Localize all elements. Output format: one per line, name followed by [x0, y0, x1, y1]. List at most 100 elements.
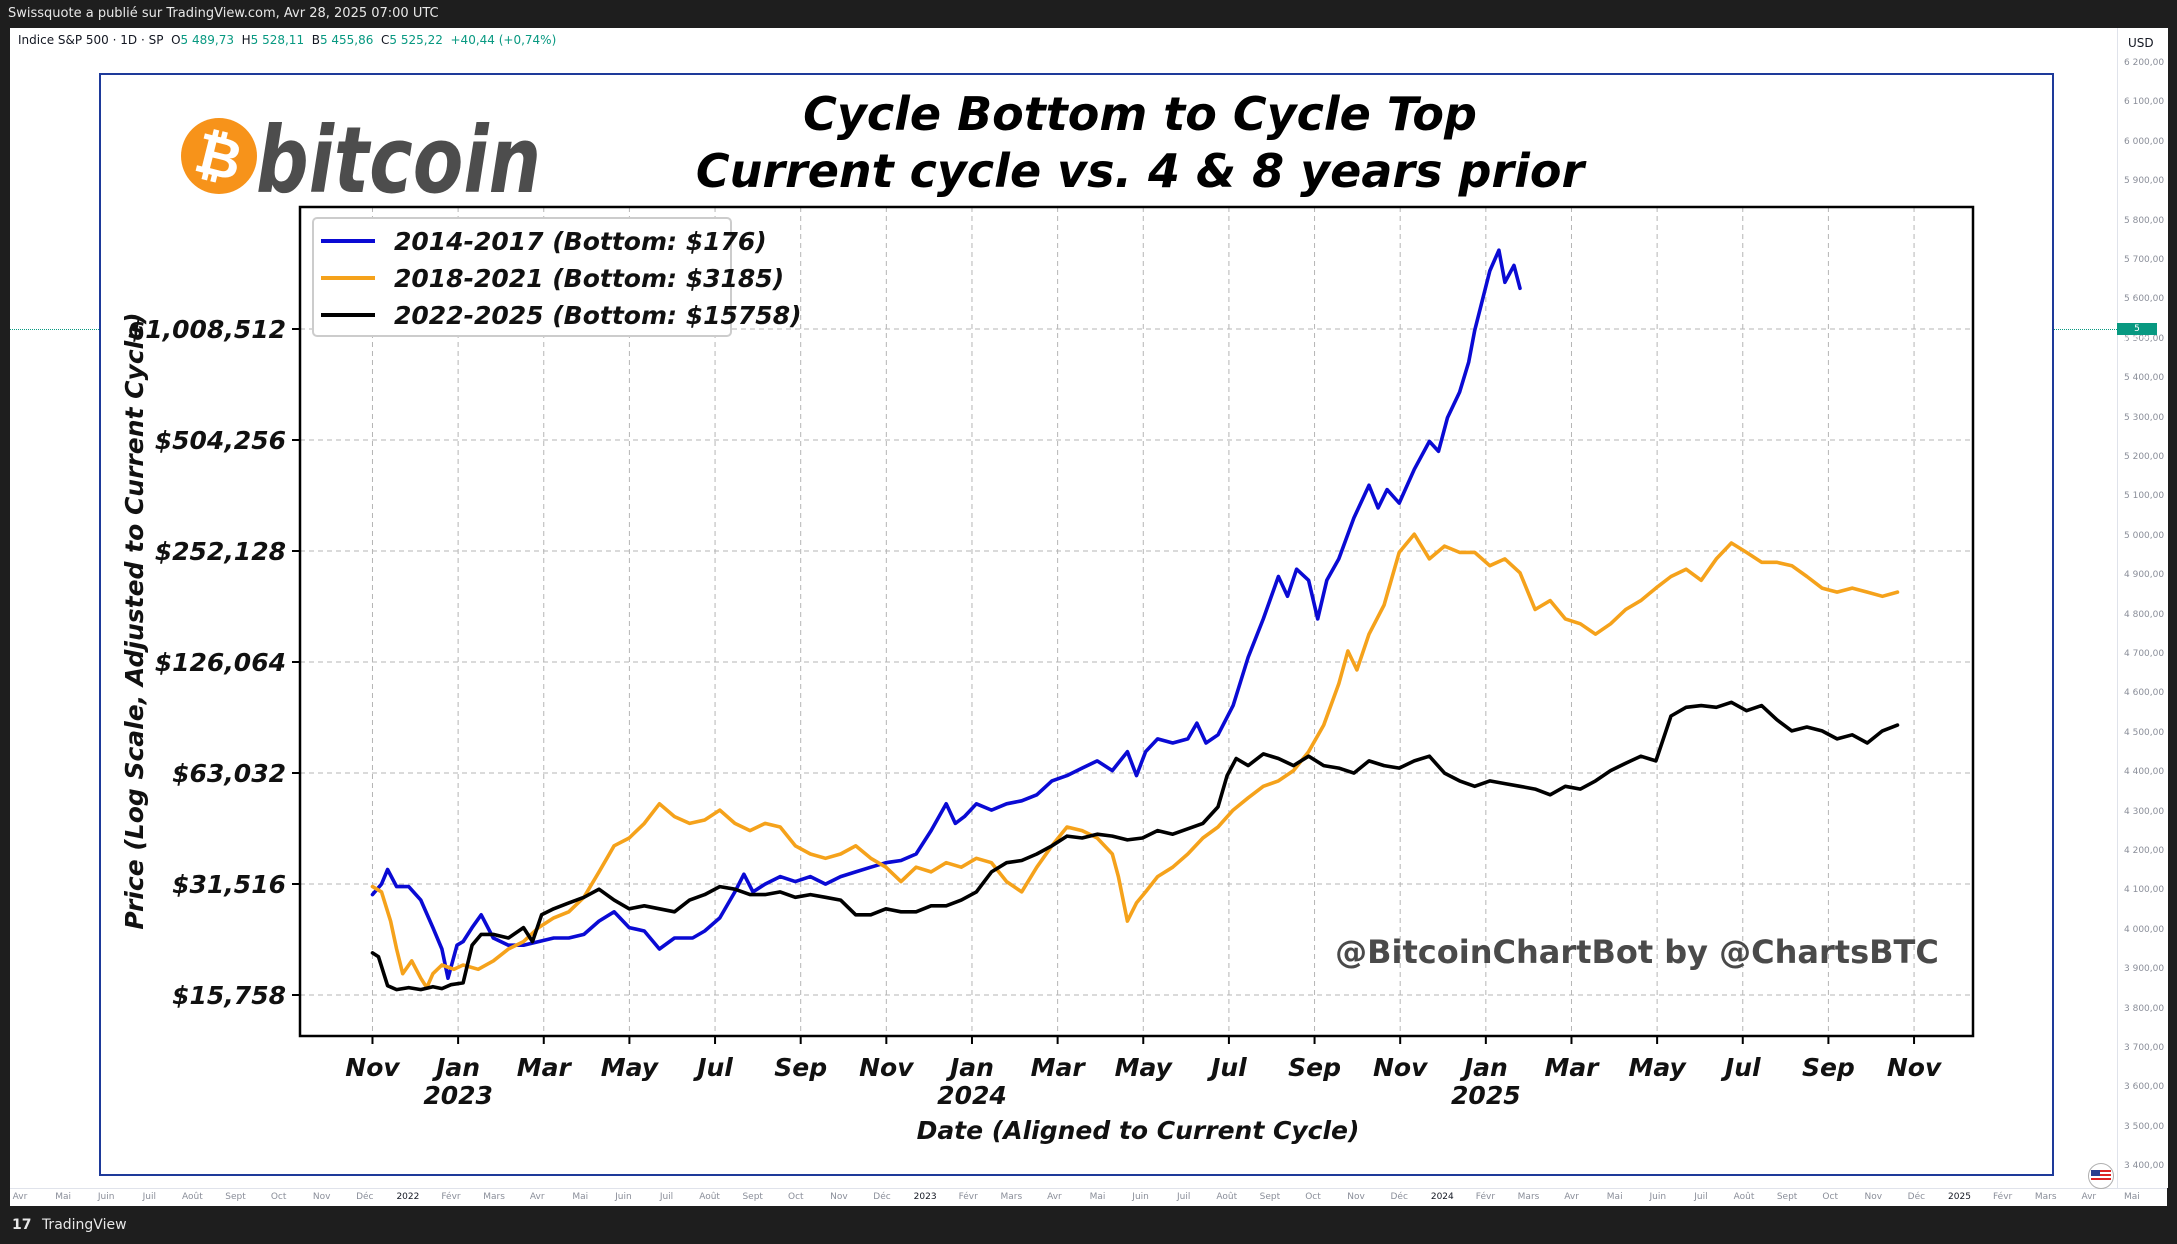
y-tick-label: $63,032 [172, 759, 286, 788]
time-tick: Avr [2081, 1192, 2097, 1202]
price-tick: 4 100,00 [2124, 885, 2165, 896]
price-tick: 4 800,00 [2124, 609, 2165, 620]
time-tick: Juin [1649, 1192, 1667, 1202]
time-tick: Juil [142, 1192, 156, 1202]
y-tick-label: $126,064 [155, 648, 286, 677]
x-tick-label: Sep [1288, 1053, 1341, 1082]
time-tick: Mars [1517, 1192, 1540, 1202]
price-tick: 5 900,00 [2124, 176, 2165, 187]
time-tick: Avr [1564, 1192, 1579, 1202]
price-tick: 3 400,00 [2124, 1161, 2165, 1172]
time-tick: 2025 [1948, 1192, 1971, 1202]
x-tick-label: Jan [945, 1053, 994, 1082]
price-tick: 5 800,00 [2124, 215, 2165, 226]
high-label: H [241, 33, 251, 47]
time-tick: Mai [1089, 1192, 1106, 1202]
y-axis-title: Price (Log Scale, Adjusted to Current Cy… [120, 312, 149, 929]
x-tick-label: Jul [1206, 1053, 1247, 1082]
time-tick: Nov [1864, 1192, 1883, 1202]
time-tick: Nov [312, 1192, 331, 1202]
x-tick-label: Nov [1373, 1053, 1428, 1082]
x-tick-label: Jul [1720, 1053, 1761, 1082]
price-tick: 5 100,00 [2124, 491, 2165, 502]
publisher-bar: Swissquote a publié sur TradingView.com,… [0, 0, 2177, 28]
time-tick: Mars [2034, 1192, 2057, 1202]
time-tick: Oct [1305, 1192, 1321, 1202]
x-axis-title: Date (Aligned to Current Cycle) [917, 1116, 1360, 1145]
chart-title-line1: Cycle Bottom to Cycle Top [803, 87, 1477, 141]
price-tick: 6 000,00 [2124, 136, 2165, 147]
x-tick-year-label: 2025 [1451, 1081, 1521, 1110]
open-label: O [171, 33, 181, 47]
time-tick: Sept [1776, 1192, 1798, 1202]
currency-label[interactable]: USD [2128, 36, 2154, 50]
price-tick: 5 400,00 [2124, 373, 2165, 384]
x-tick-label: Sep [1802, 1053, 1855, 1082]
time-tick: Avr [1047, 1192, 1062, 1202]
y-tick-label: $504,256 [155, 426, 286, 455]
price-tick: 5 700,00 [2124, 255, 2165, 265]
time-tick: Déc [1907, 1192, 1926, 1202]
time-tick: 2022 [396, 1192, 420, 1202]
price-axis[interactable] [2117, 28, 2168, 1188]
y-tick-label: $15,758 [172, 981, 286, 1010]
time-tick: Mars [1000, 1192, 1023, 1202]
price-tick: 4 900,00 [2124, 570, 2165, 581]
time-tick: Juil [1694, 1192, 1708, 1202]
price-tick: 4 300,00 [2124, 806, 2165, 817]
time-tick: Déc [873, 1192, 891, 1202]
time-tick: Oct [788, 1192, 804, 1202]
time-tick: 2023 [913, 1192, 937, 1202]
price-tick: 3 600,00 [2124, 1082, 2165, 1093]
tradingview-logo-icon[interactable]: 𝟭𝟳 [12, 1217, 32, 1233]
flag-canton [2091, 1170, 2100, 1176]
us-flag-icon[interactable] [2088, 1163, 2114, 1189]
publisher-text: Swissquote a publié sur TradingView.com,… [8, 6, 439, 21]
x-tick-label: Jan [431, 1053, 480, 1082]
time-axis[interactable] [10, 1188, 2167, 1207]
time-tick: Sept [742, 1192, 763, 1202]
x-tick-label: Jan [1459, 1053, 1508, 1082]
time-tick: Août [1733, 1192, 1755, 1202]
plot-border [298, 205, 1975, 1038]
low-value: 5 455,86 [319, 33, 374, 47]
series-line-2 [370, 532, 1900, 990]
price-tick: 3 800,00 [2124, 1003, 2165, 1014]
x-tick-label: Jul [692, 1053, 733, 1082]
price-tick: 3 500,00 [2124, 1121, 2165, 1132]
current-price-badge: 5 525,22 [2117, 323, 2157, 346]
price-tick: 4 000,00 [2124, 924, 2165, 935]
price-tick: 4 700,00 [2124, 649, 2165, 659]
price-tick: 5 300,00 [2124, 412, 2165, 423]
x-tick-year-label: 2024 [937, 1081, 1007, 1110]
time-tick: Déc [356, 1192, 374, 1202]
time-tick: Août [699, 1192, 720, 1202]
price-tick: 5 500,00 [2124, 334, 2164, 344]
x-tick-label: Nov [345, 1053, 400, 1082]
time-tick: Déc [1390, 1192, 1408, 1202]
x-tick-label: Nov [859, 1053, 914, 1082]
symbol-legend: Indice S&P 500 · 1D · SP O5 489,73 H5 52… [18, 33, 556, 47]
time-tick: Août [182, 1192, 203, 1202]
footer-brand[interactable]: TradingView [41, 1217, 127, 1233]
symbol-label: Indice S&P 500 · 1D · SP [18, 33, 164, 47]
price-tick: 5 000,00 [2124, 530, 2165, 541]
x-tick-label: May [1115, 1053, 1174, 1082]
time-tick: Févr [958, 1192, 978, 1202]
series-line-1 [370, 248, 1522, 980]
time-tick: Mai [2124, 1192, 2140, 1202]
y-tick-label: $1,008,512 [128, 315, 286, 344]
legend-label: 2018-2021 (Bottom: $3185) [394, 264, 784, 293]
time-tick: Août [1216, 1192, 1238, 1202]
close-label: C [381, 33, 390, 47]
time-tick: Nov [830, 1192, 848, 1202]
time-tick: Nov [1347, 1192, 1365, 1202]
x-tick-label: May [1628, 1053, 1687, 1082]
close-value: 5 525,22 [389, 33, 443, 47]
time-tick: Oct [270, 1192, 287, 1202]
x-tick-label: Sep [774, 1053, 827, 1082]
time-tick: Juil [659, 1192, 674, 1202]
legend-box [312, 217, 732, 337]
time-tick: Févr [441, 1192, 461, 1202]
